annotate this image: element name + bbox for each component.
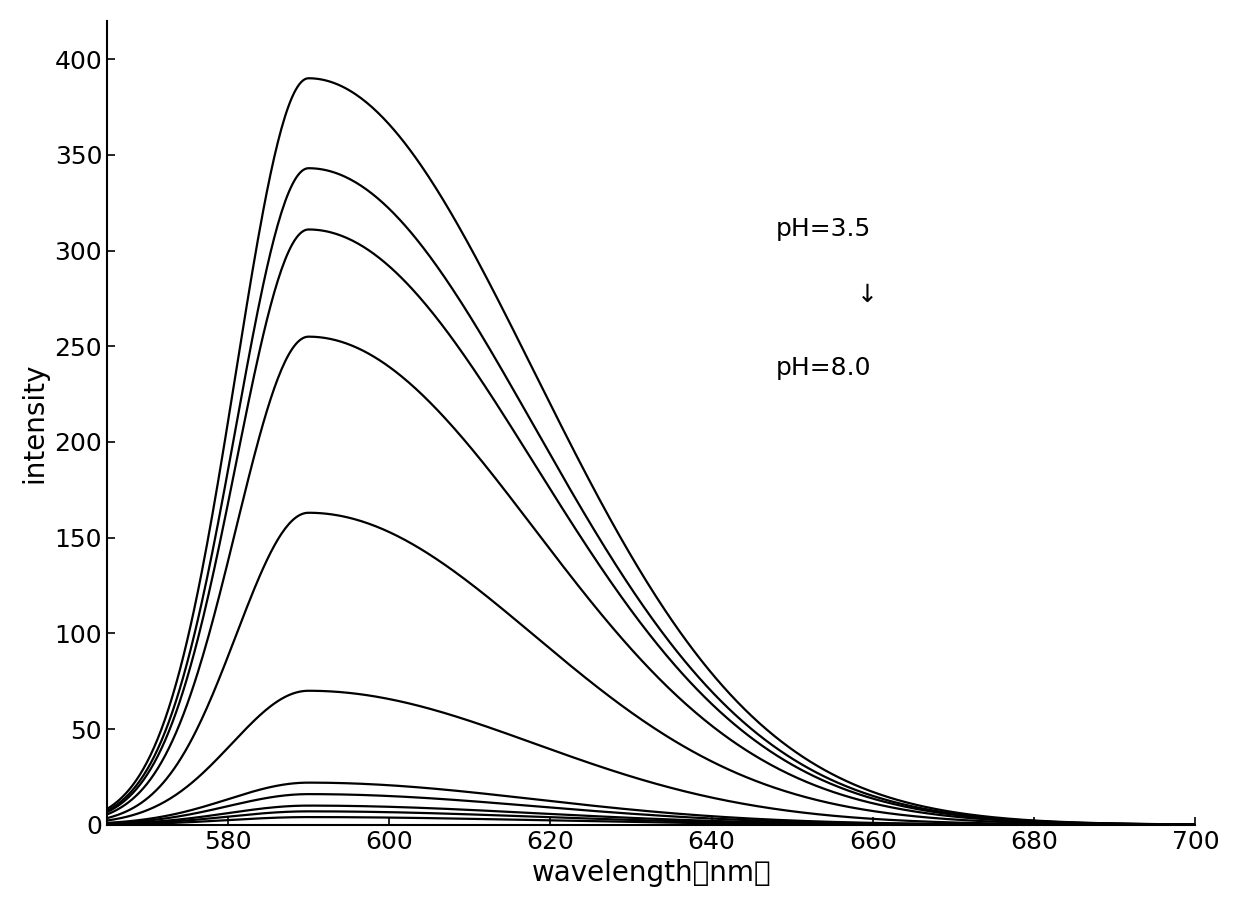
Text: ↓: ↓ xyxy=(857,282,878,307)
Text: pH=8.0: pH=8.0 xyxy=(776,356,872,380)
Text: pH=3.5: pH=3.5 xyxy=(776,217,872,241)
X-axis label: wavelength（nm）: wavelength（nm） xyxy=(532,859,771,887)
Y-axis label: intensity: intensity xyxy=(21,362,48,483)
